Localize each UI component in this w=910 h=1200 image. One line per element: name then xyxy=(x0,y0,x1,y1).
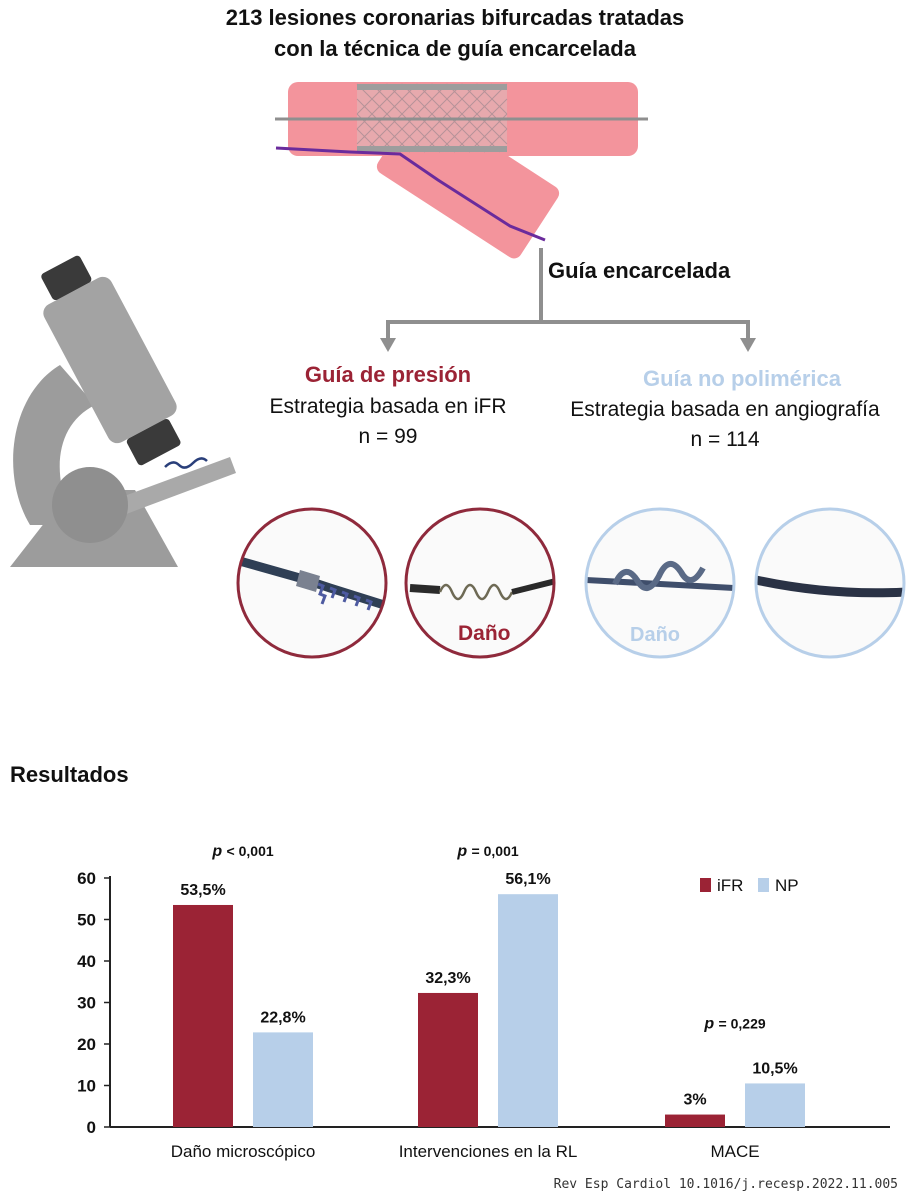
bar-np-1 xyxy=(498,894,558,1127)
guidewire-photos xyxy=(236,507,906,659)
y-tick-label: 10 xyxy=(77,1077,96,1096)
bar-ifr-1 xyxy=(418,992,478,1127)
y-tick-label: 60 xyxy=(77,869,96,888)
p-value-label: p = 0,229 xyxy=(703,1015,766,1032)
bar-value-label: 32,3% xyxy=(425,970,470,987)
legend-swatch-np xyxy=(758,878,769,892)
bar-value-label: 53,5% xyxy=(180,882,225,899)
group-nonpolymeric-strategy: Estrategia basada en angiografía xyxy=(570,398,880,421)
group-nonpolymeric-n: n = 114 xyxy=(690,428,760,451)
p-value-label: p < 0,001 xyxy=(211,843,274,860)
y-tick-label: 30 xyxy=(77,994,96,1013)
guidewire-photo-icon xyxy=(238,509,386,657)
group-pressure-title: Guía de presión xyxy=(304,362,472,387)
jailed-guidewire-label: Guía encarcelada xyxy=(548,258,731,283)
bar-value-label: 22,8% xyxy=(260,1009,305,1026)
x-category-label: Intervenciones en la RL xyxy=(399,1142,578,1161)
x-category-label: Daño microscópico xyxy=(171,1142,316,1161)
legend-label-ifr: iFR xyxy=(717,876,743,895)
results-bar-chart: 0 10 20 30 40 50 60 53,5% 22,8% Daño microscópico… xyxy=(77,843,890,1161)
group-pressure-strategy: Estrategia basada en iFR xyxy=(269,395,507,418)
results-heading: Resultados xyxy=(10,762,129,787)
p-value-label: p = 0,001 xyxy=(456,843,519,860)
y-tick-label: 20 xyxy=(77,1035,96,1054)
bar-ifr-0 xyxy=(173,904,233,1127)
microscope-icon xyxy=(10,255,236,567)
bar-value-label: 3% xyxy=(683,1092,706,1109)
bar-value-label: 56,1% xyxy=(505,871,550,888)
legend-label-np: NP xyxy=(775,876,799,895)
group-pressure-n: n = 99 xyxy=(358,425,418,448)
guidewire-photo-icon xyxy=(586,509,734,657)
x-category-label: MACE xyxy=(710,1142,759,1161)
bar-ifr-2 xyxy=(665,1114,725,1127)
bar-np-2 xyxy=(745,1083,805,1127)
y-tick-label: 50 xyxy=(77,911,96,930)
bifurcation-stent-icon xyxy=(275,82,756,352)
y-tick-label: 40 xyxy=(77,952,96,971)
group-nonpolymeric-title: Guía no polimérica xyxy=(642,366,842,391)
legend-swatch-ifr xyxy=(700,878,711,892)
citation: Rev Esp Cardiol 10.1016/j.recesp.2022.11… xyxy=(553,1177,898,1192)
damage-label-nonpolymeric: Daño xyxy=(630,624,680,646)
bar-np-0 xyxy=(253,1032,313,1127)
damage-label-pressure: Daño xyxy=(458,622,511,645)
figure-title-line-2: con la técnica de guía encarcelada xyxy=(274,36,636,61)
guidewire-photo-icon xyxy=(406,509,554,657)
bar-value-label: 10,5% xyxy=(752,1060,797,1077)
figure-title-line-1: 213 lesiones coronarias bifurcadas trata… xyxy=(225,5,685,30)
y-tick-label: 0 xyxy=(87,1118,96,1137)
guidewire-photo-icon xyxy=(756,509,904,657)
